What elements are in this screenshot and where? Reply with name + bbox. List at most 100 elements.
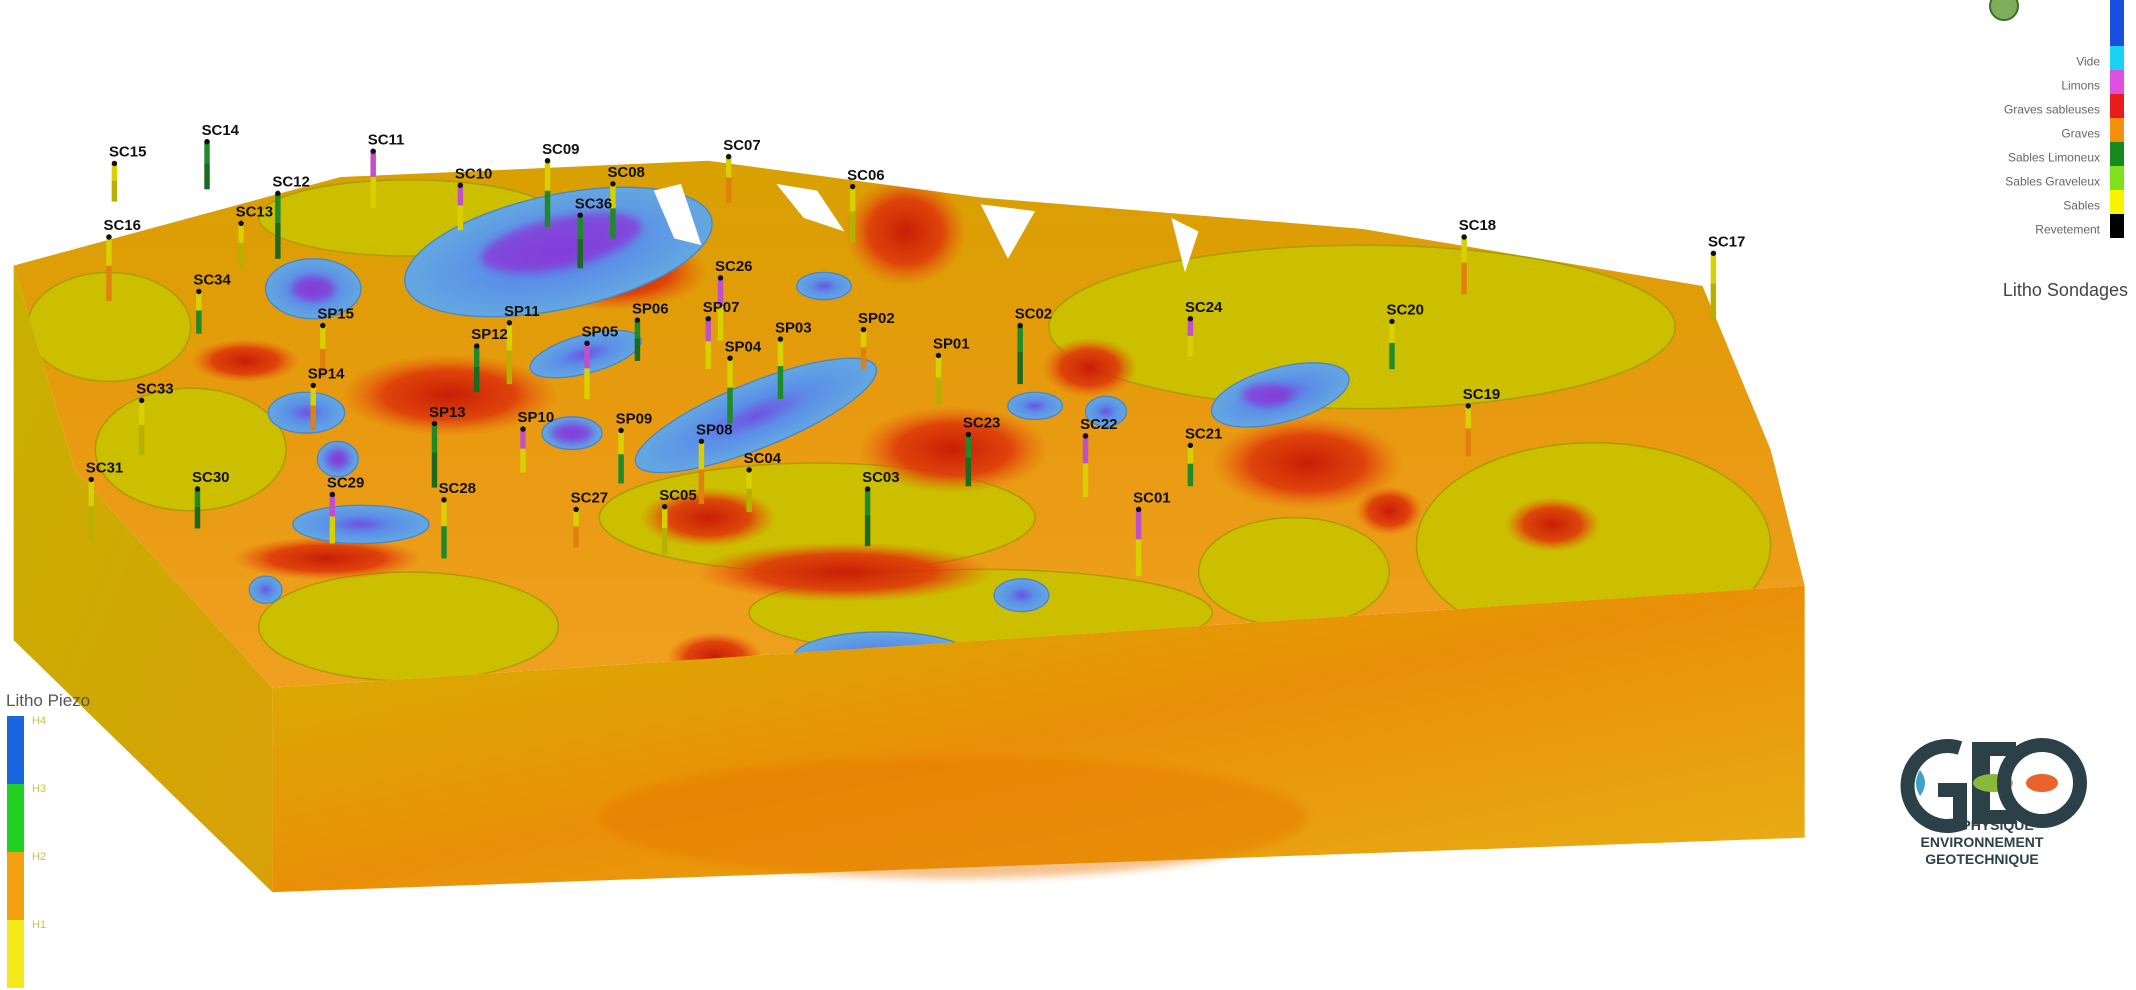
- borehole-label: SC12: [272, 174, 309, 191]
- borehole-pole: [662, 528, 667, 554]
- borehole-pole: [1711, 283, 1716, 320]
- legend-label: H2: [32, 851, 46, 863]
- borehole-label: SC17: [1708, 234, 1745, 251]
- logo-text: ENVIRONNEMENT: [1921, 834, 2044, 850]
- borehole-pole: [275, 193, 280, 222]
- borehole-head: [89, 477, 94, 482]
- borehole-pole: [1466, 429, 1471, 457]
- borehole-label: SC29: [327, 475, 364, 492]
- borehole-head: [865, 486, 870, 491]
- borehole-head: [746, 467, 751, 472]
- borehole-head: [275, 191, 280, 196]
- borehole-head: [699, 439, 704, 444]
- borehole-head: [635, 317, 640, 322]
- borehole-pole: [706, 341, 711, 369]
- borehole-label: SC28: [439, 480, 476, 497]
- legend-label: Sables: [2063, 199, 2100, 213]
- borehole-label: SC34: [193, 272, 231, 289]
- borehole-head: [861, 327, 866, 332]
- borehole-pole: [850, 187, 855, 212]
- borehole-label: SC07: [723, 137, 760, 154]
- borehole-pole: [610, 208, 615, 238]
- borehole-pole: [584, 343, 589, 368]
- borehole-head: [618, 428, 623, 433]
- borehole-head: [458, 183, 463, 188]
- borehole-head: [1188, 316, 1193, 321]
- borehole-pole: [635, 338, 640, 360]
- borehole-label: SC19: [1463, 386, 1500, 403]
- gravel-zone: [844, 177, 967, 286]
- borehole-pole: [1188, 445, 1193, 463]
- legend-label: Sables Graveleux: [2005, 175, 2100, 189]
- logo-text: GEOTECHNIQUE: [1925, 851, 2039, 867]
- borehole-pole: [275, 223, 280, 259]
- borehole-head: [1461, 234, 1466, 239]
- borehole-head: [966, 432, 971, 437]
- borehole-label: SC01: [1133, 490, 1170, 507]
- globe-icon[interactable]: [1990, 0, 2018, 20]
- gravel-zone: [695, 542, 995, 602]
- borehole-pole: [112, 181, 117, 202]
- borehole-pole: [778, 339, 783, 366]
- borehole-head: [195, 486, 200, 491]
- borehole-head: [718, 275, 723, 280]
- void-core: [1242, 384, 1291, 406]
- legend-label: H4: [32, 715, 46, 727]
- borehole-label: SC03: [862, 469, 899, 486]
- borehole-label: SP01: [933, 336, 970, 353]
- borehole-pole: [1466, 406, 1471, 429]
- borehole-pole: [320, 326, 325, 349]
- borehole-pole: [726, 177, 731, 202]
- borehole-label: SC14: [202, 122, 240, 139]
- borehole-head: [610, 181, 615, 186]
- borehole-head: [139, 398, 144, 403]
- borehole-pole: [441, 500, 446, 526]
- borehole-label: SP02: [858, 310, 895, 327]
- legend-swatch: [2110, 190, 2124, 214]
- logo-wave: [1916, 770, 1925, 796]
- legend-swatch: [2110, 118, 2124, 142]
- borehole-head: [584, 341, 589, 346]
- borehole-label: SC27: [571, 490, 608, 507]
- borehole-label: SP05: [582, 323, 619, 340]
- legend-label: H1: [32, 919, 46, 931]
- borehole-pole: [474, 367, 479, 392]
- borehole-pole: [1461, 237, 1466, 263]
- borehole-pole: [520, 429, 525, 449]
- borehole-pole: [432, 452, 437, 487]
- borehole-head: [1188, 443, 1193, 448]
- borehole-head: [936, 353, 941, 358]
- borehole-label: SC04: [744, 450, 782, 467]
- borehole-pole: [238, 223, 243, 243]
- legend-swatch: [7, 784, 24, 852]
- borehole-pole: [865, 489, 870, 515]
- borehole-label: SC26: [715, 258, 752, 275]
- legend-label: Graves sableuses: [2004, 103, 2100, 117]
- legend-label: Limons: [2061, 79, 2100, 93]
- borehole-head: [330, 492, 335, 497]
- borehole-pole: [1711, 253, 1716, 283]
- borehole-pole: [311, 406, 316, 431]
- void-zone: [994, 579, 1048, 612]
- void-core: [327, 449, 349, 468]
- borehole-pole: [966, 458, 971, 486]
- void-core: [552, 424, 593, 443]
- borehole-pole: [1389, 321, 1394, 342]
- borehole-label: SP13: [429, 404, 466, 421]
- gravel-zone: [1355, 486, 1423, 535]
- borehole-head: [204, 139, 209, 144]
- logo-leaf: [2026, 774, 2058, 792]
- borehole-pole: [330, 516, 335, 543]
- borehole-label: SC23: [963, 415, 1000, 432]
- borehole-pole: [966, 434, 971, 457]
- borehole-head: [441, 497, 446, 502]
- borehole-label: SP10: [518, 409, 555, 426]
- legend-bar-top: [2110, 0, 2124, 46]
- borehole-label: SC10: [455, 165, 492, 182]
- void-zone: [293, 505, 429, 543]
- legend-swatch: [2110, 214, 2124, 238]
- borehole-pole: [635, 320, 640, 338]
- borehole-label: SC15: [109, 144, 146, 161]
- borehole-pole: [577, 239, 582, 268]
